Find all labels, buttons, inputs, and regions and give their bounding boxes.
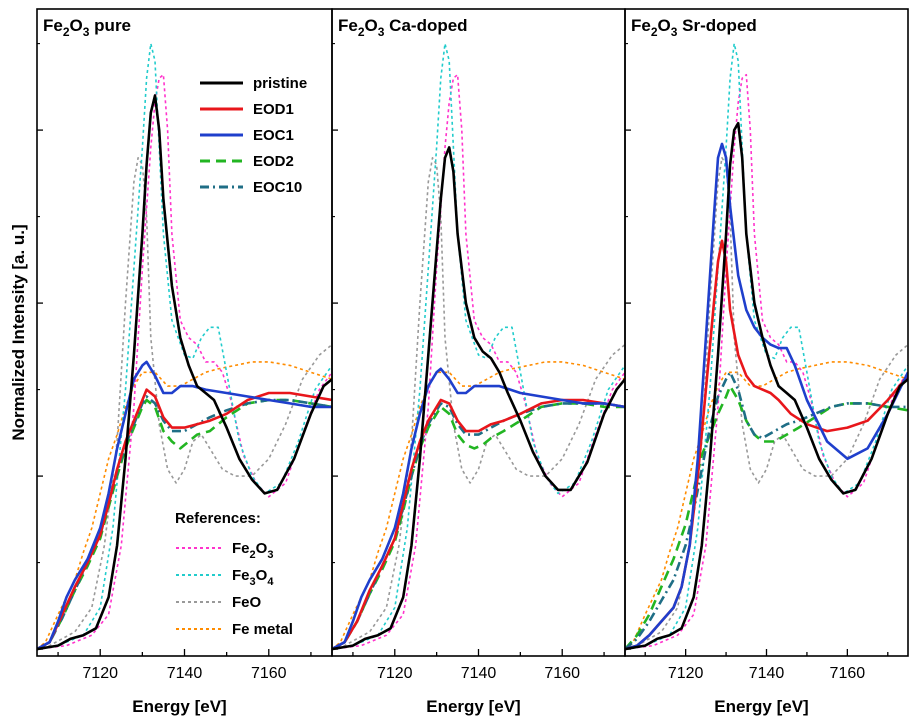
panel-2: 7120 7140 7160 Fe2O3 Ca-doped Energy [eV] — [332, 9, 625, 716]
x-tick-label: 7160 — [830, 665, 866, 682]
series-line-fe2o3 — [625, 75, 908, 649]
x-tick-label: 7120 — [377, 665, 413, 682]
x-axis-label: Energy [eV] — [714, 697, 808, 716]
legend-label-ref: Fe3O4 — [232, 567, 274, 588]
x-axis-label: Energy [eV] — [426, 697, 520, 716]
panel-2-curves — [332, 44, 625, 650]
legend-label-ref: FeO — [232, 594, 262, 611]
panel-1-title: Fe2O3 pure — [43, 16, 131, 39]
x-tick-label: 7160 — [544, 665, 580, 682]
series-line-fe3o4 — [625, 44, 908, 650]
series-line-fe2o3 — [332, 75, 625, 649]
legend-label-ref: Fe metal — [232, 621, 293, 638]
series-line-eod2 — [332, 403, 625, 649]
series-line-eoc10 — [625, 372, 908, 649]
x-tick-label: 7140 — [749, 665, 785, 682]
series-line-eoc1 — [37, 362, 332, 649]
legend: pristine EOD1 EOC1 EOD2 EOC10 References: Fe2O… — [175, 75, 307, 638]
x-tick-label: 7140 — [167, 665, 203, 682]
y-axis-label: Normalized Intensity [a. u.] — [9, 224, 28, 440]
x-axis-label: Energy [eV] — [132, 697, 226, 716]
panels: 7120 7140 7160 Fe2O3 pure Energy [eV] 7120 714… — [37, 9, 908, 716]
series-line-eod1 — [332, 400, 625, 649]
panel-3-curves — [625, 44, 908, 650]
panel-2-frame — [332, 9, 625, 656]
x-tick-label: 7120 — [82, 665, 118, 682]
legend-label-eod1: EOD1 — [253, 101, 294, 118]
legend-label-eoc1: EOC1 — [253, 127, 294, 144]
series-line-eod1 — [625, 241, 908, 649]
legend-label-eod2: EOD2 — [253, 153, 294, 170]
series-line-pristine — [625, 123, 908, 649]
panel-3-title: Fe2O3 Sr-doped — [631, 16, 757, 39]
legend-label-eoc10: EOC10 — [253, 179, 302, 196]
references-title: References: — [175, 510, 261, 527]
series-line-fe-metal — [332, 362, 625, 649]
x-tick-label: 7160 — [251, 665, 287, 682]
panel-2-title: Fe2O3 Ca-doped — [338, 16, 468, 39]
series-line-pristine — [332, 147, 625, 649]
series-line-fe-metal — [625, 362, 908, 649]
panel-3-frame — [625, 9, 908, 656]
series-line-eoc10 — [332, 403, 625, 649]
y-axis-label-group: Normalized Intensity [a. u.] — [9, 224, 28, 440]
panel-3: 7120 7140 7160 Fe2O3 Sr-doped Energy [eV] — [625, 9, 908, 716]
legend-label-pristine: pristine — [253, 75, 307, 92]
series-line-eoc1 — [332, 369, 625, 649]
x-tick-label: 7120 — [668, 665, 704, 682]
series-line-fe-metal — [37, 362, 332, 649]
legend-label-ref: Fe2O3 — [232, 540, 273, 561]
series-line-eod2 — [625, 386, 908, 649]
x-tick-label: 7140 — [461, 665, 497, 682]
